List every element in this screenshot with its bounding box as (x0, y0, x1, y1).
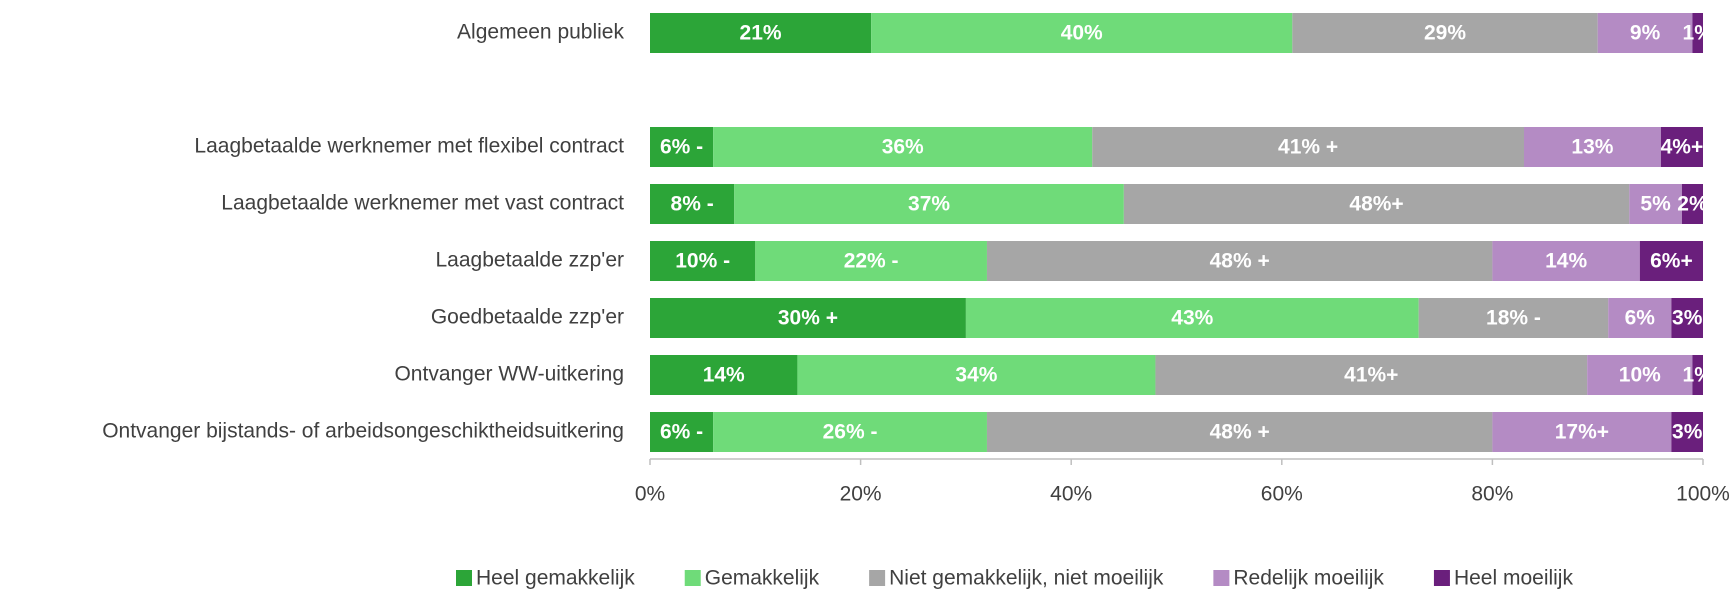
category-label: Laagbetaalde zzp'er (436, 249, 625, 272)
bar-segment (1292, 13, 1598, 53)
value-label: 6% - (660, 136, 703, 159)
value-label: 10% - (675, 250, 730, 273)
value-label: 10% (1619, 364, 1661, 387)
value-label: 14% (1545, 250, 1587, 273)
value-label: 9% (1630, 22, 1661, 45)
category-label: Algemeen publiek (457, 21, 624, 44)
bar-segment (650, 355, 798, 395)
category-label: Ontvanger bijstands- of arbeidsongeschik… (102, 420, 624, 443)
legend-label: Gemakkelijk (705, 567, 820, 590)
bar-segment (713, 412, 987, 452)
value-label: 21% (740, 22, 782, 45)
value-label: 48%+ (1349, 193, 1403, 216)
bar-segment (1692, 13, 1703, 53)
value-label: 1% (1683, 364, 1714, 387)
bar-segment (797, 355, 1156, 395)
bar-segment (1092, 127, 1524, 167)
x-tick-label: 20% (840, 483, 882, 506)
value-label: 3% (1672, 421, 1703, 444)
value-label: 6% (1625, 307, 1656, 330)
value-label: 3% (1672, 307, 1703, 330)
bar-segment (650, 127, 714, 167)
category-label: Goedbetaalde zzp'er (431, 306, 624, 329)
value-label: 14% (703, 364, 745, 387)
value-label: 13% (1571, 136, 1613, 159)
bar-segment (1155, 355, 1588, 395)
value-label: 2% (1677, 193, 1708, 216)
legend-label: Heel moeilijk (1454, 567, 1574, 590)
bar-segment (1639, 241, 1703, 281)
bar-segment (1523, 127, 1661, 167)
legend-label: Redelijk moeilijk (1233, 567, 1384, 590)
value-label: 1% (1683, 22, 1714, 45)
value-label: 30% + (778, 307, 838, 330)
bar-segment (1597, 13, 1693, 53)
bar-segment (650, 412, 714, 452)
bar-segment (1681, 184, 1703, 224)
value-label: 5% (1640, 193, 1671, 216)
category-label: Laagbetaalde werknemer met flexibel cont… (194, 135, 624, 158)
category-label: Laagbetaalde werknemer met vast contract (221, 192, 624, 215)
legend-swatch (456, 570, 472, 586)
x-tick-label: 0% (635, 483, 665, 506)
value-label: 34% (955, 364, 997, 387)
bar-segment (1692, 355, 1703, 395)
category-label: Ontvanger WW-uitkering (394, 363, 624, 386)
bar-segment (871, 13, 1293, 53)
bar-segment (1671, 412, 1703, 452)
bar-segment (1608, 298, 1672, 338)
bar-segment (965, 298, 1419, 338)
value-label: 41%+ (1344, 364, 1398, 387)
bar-segment (1492, 412, 1672, 452)
legend-swatch (1213, 570, 1230, 586)
bar-segment (986, 412, 1493, 452)
legend-label: Heel gemakkelijk (476, 567, 635, 590)
value-label: 6% - (660, 421, 703, 444)
bar-segment (650, 13, 872, 53)
bar-segment (1587, 355, 1693, 395)
value-label: 4%+ (1661, 136, 1704, 159)
legend-swatch (869, 570, 886, 586)
bar-segment (650, 241, 756, 281)
value-label: 17%+ (1555, 421, 1609, 444)
value-label: 18% - (1486, 307, 1541, 330)
x-tick-label: 40% (1050, 483, 1092, 506)
value-label: 48% + (1210, 250, 1270, 273)
value-label: 37% (908, 193, 950, 216)
bar-segment (650, 298, 966, 338)
bar-segment (1492, 241, 1640, 281)
value-label: 48% + (1210, 421, 1270, 444)
bar-segment (1629, 184, 1682, 224)
bar-segment (1671, 298, 1703, 338)
bar-segment (713, 127, 1093, 167)
bar-segment (986, 241, 1493, 281)
legend-label: Niet gemakkelijk, niet moeilijk (889, 567, 1164, 590)
bar-segment (1418, 298, 1609, 338)
x-tick-label: 60% (1261, 483, 1303, 506)
value-label: 36% (882, 136, 924, 159)
bar-segment (650, 184, 735, 224)
value-label: 40% (1061, 22, 1103, 45)
value-label: 43% (1171, 307, 1213, 330)
x-tick-label: 80% (1471, 483, 1513, 506)
x-tick-label: 100% (1676, 483, 1730, 506)
bar-segment (755, 241, 987, 281)
value-label: 29% (1424, 22, 1466, 45)
value-label: 22% - (844, 250, 899, 273)
value-label: 6%+ (1650, 250, 1693, 273)
legend-swatch (1433, 570, 1450, 586)
bar-segment (1123, 184, 1630, 224)
value-label: 26% - (823, 421, 878, 444)
value-label: 8% - (671, 193, 714, 216)
bar-segment (1660, 127, 1703, 167)
legend-swatch (684, 570, 701, 586)
value-label: 41% + (1278, 136, 1338, 159)
bar-segment (734, 184, 1124, 224)
